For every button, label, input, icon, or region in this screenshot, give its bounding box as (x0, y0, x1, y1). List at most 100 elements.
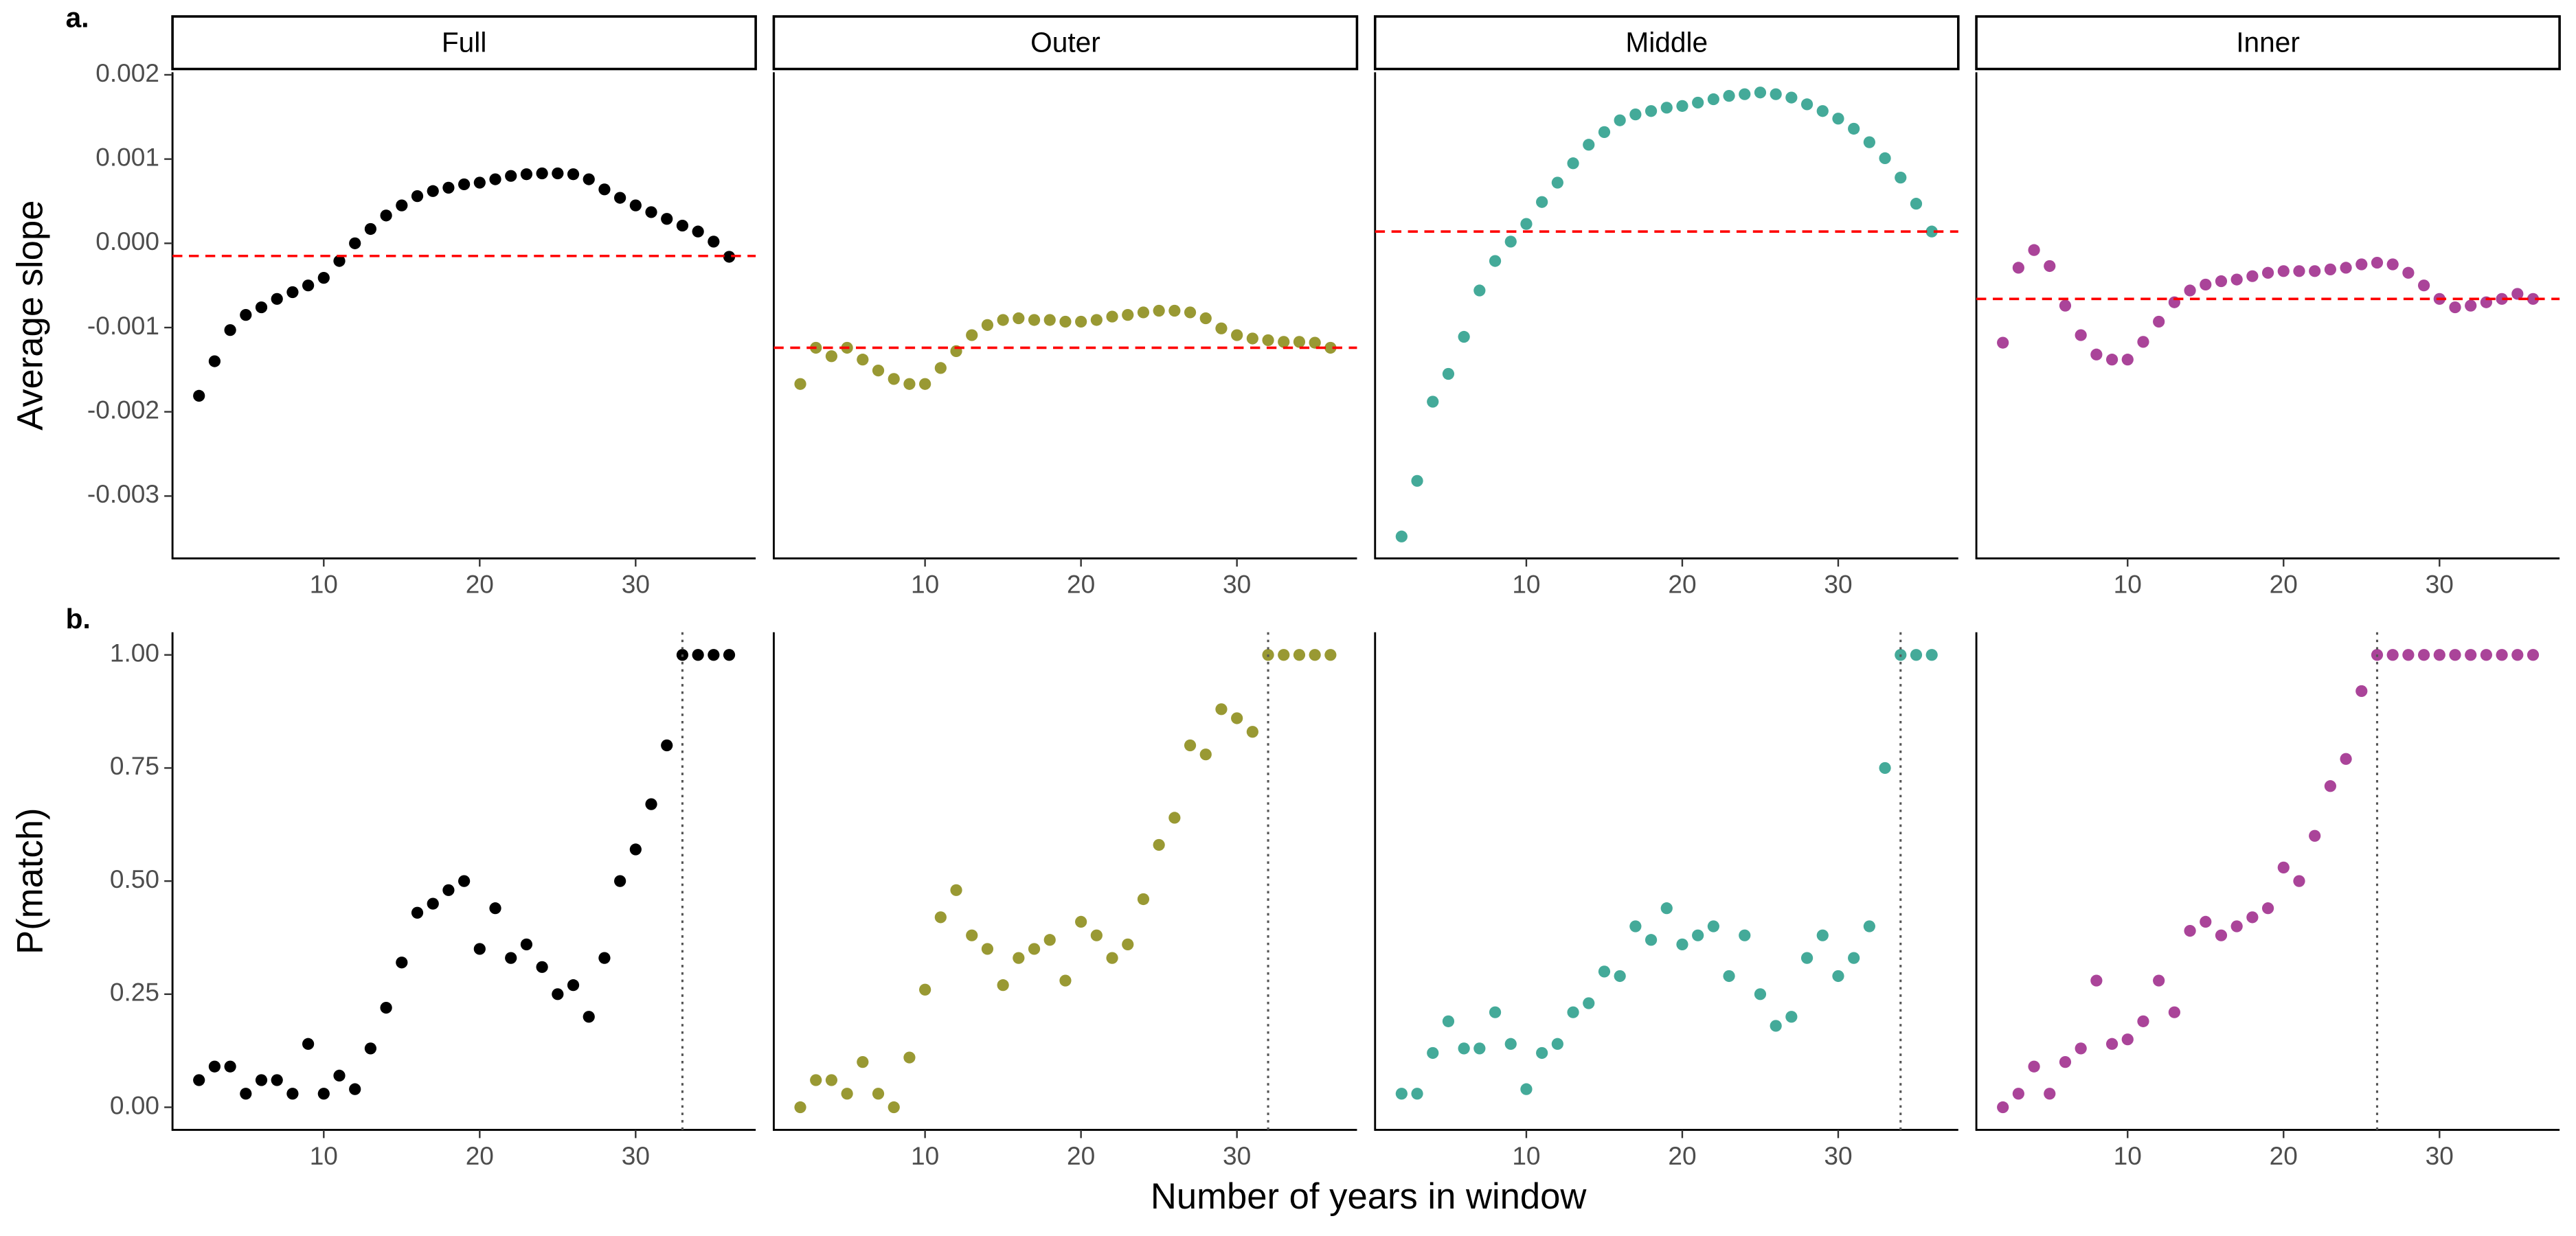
point (1137, 306, 1150, 319)
point (1754, 988, 1767, 1000)
x-tick-label: 10 (911, 570, 939, 599)
point (2246, 911, 2259, 924)
x-tick-label: 30 (1824, 1141, 1852, 1170)
point (333, 1069, 346, 1082)
point (1324, 649, 1337, 661)
strip-box (171, 15, 757, 71)
y-tick-label: 0.50 (110, 865, 159, 893)
point (458, 875, 471, 887)
x-tick-label: 30 (1824, 570, 1852, 599)
point (520, 938, 533, 950)
point (614, 192, 626, 204)
point (1895, 172, 1907, 184)
x-axis-title: Number of years in window (1151, 1176, 1588, 1217)
point (208, 1060, 221, 1073)
point (692, 649, 704, 661)
point (2215, 929, 2228, 941)
point (2261, 902, 2274, 915)
y-tick-label: 0.000 (95, 227, 159, 255)
point (1184, 306, 1197, 319)
x-tick-label: 20 (1668, 1141, 1696, 1170)
strip-label: Outer (1030, 26, 1100, 58)
point (2371, 256, 2384, 269)
point (2386, 649, 2399, 661)
point (427, 897, 439, 910)
point (2090, 974, 2103, 987)
point (1910, 649, 1923, 661)
point (458, 178, 471, 191)
point (396, 199, 408, 211)
point (2511, 288, 2524, 300)
point (1520, 1083, 1533, 1095)
point (2417, 279, 2430, 292)
point (1199, 748, 1212, 761)
point (1215, 703, 1228, 716)
x-tick-label: 30 (622, 1141, 650, 1170)
point (2293, 875, 2305, 887)
point (2465, 649, 2477, 661)
x-tick-label: 30 (2426, 1141, 2454, 1170)
point (2012, 262, 2024, 274)
point (1231, 712, 1243, 724)
point (1324, 341, 1337, 354)
point (1504, 1038, 1517, 1050)
point (950, 884, 962, 896)
point (2261, 266, 2274, 279)
point (567, 979, 580, 992)
point (1997, 336, 2009, 349)
point (552, 988, 564, 1000)
point (2277, 265, 2290, 277)
point (1090, 314, 1103, 326)
point (1199, 312, 1212, 325)
x-tick-label: 10 (2114, 570, 2142, 599)
point (1863, 136, 1875, 148)
strip-box (1975, 15, 2561, 71)
point (2402, 649, 2415, 661)
point (1645, 105, 1658, 117)
point (411, 190, 424, 203)
point (1583, 139, 1595, 151)
point (2480, 649, 2492, 661)
x-tick-label: 30 (1223, 1141, 1251, 1170)
point (1925, 649, 1938, 661)
point (255, 301, 268, 314)
point (411, 906, 424, 919)
point (552, 167, 564, 180)
point (2527, 649, 2540, 661)
point (2277, 861, 2290, 873)
point (966, 929, 978, 941)
point (2496, 649, 2508, 661)
point (1473, 284, 1486, 297)
point (1692, 96, 1704, 109)
point (2246, 270, 2259, 282)
point (1075, 915, 1087, 928)
point (2137, 1015, 2149, 1027)
point (1427, 396, 1439, 408)
point (661, 739, 673, 752)
point (505, 170, 517, 182)
point (2121, 354, 2134, 366)
point (1293, 336, 1306, 348)
point (1707, 920, 1719, 932)
point (2105, 354, 2119, 366)
point (583, 173, 595, 185)
point (224, 1060, 236, 1073)
point (794, 1101, 806, 1114)
point (1785, 1011, 1798, 1023)
point (2215, 275, 2228, 288)
point (1707, 93, 1719, 106)
point (2028, 244, 2040, 256)
point (1925, 225, 1938, 238)
y-tick-label: 0.25 (110, 978, 159, 1007)
point (2355, 258, 2368, 271)
point (2075, 1042, 2087, 1055)
point (2433, 649, 2445, 661)
point (934, 362, 947, 374)
point (2137, 336, 2149, 348)
point (2293, 265, 2305, 277)
point (2340, 262, 2352, 274)
panel-tag: b. (66, 603, 91, 634)
point (1614, 970, 1626, 983)
y-tick-label: 1.00 (110, 639, 159, 667)
